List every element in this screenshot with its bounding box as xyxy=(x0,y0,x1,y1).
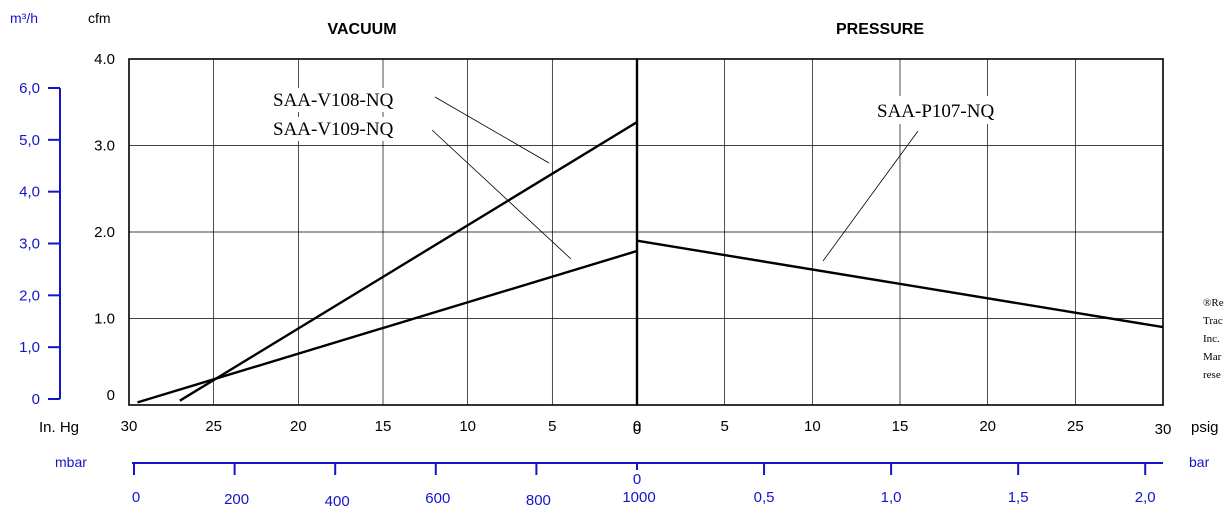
note-line-3: Inc. xyxy=(1203,333,1220,345)
tick-label-cfm: 1.0 xyxy=(94,311,115,328)
tick-label-psig: 20 xyxy=(979,418,996,435)
tick-label-psig: 0 xyxy=(633,421,641,438)
tick-label-psig: 15 xyxy=(892,418,909,435)
tick-label-bar: 0,5 xyxy=(754,489,775,506)
tick-label-m3h: 1,0 xyxy=(19,339,40,356)
tick-label-m3h: 2,0 xyxy=(19,287,40,304)
unit-mbar: mbar xyxy=(55,454,87,470)
tick-label-cfm: 3.0 xyxy=(94,138,115,155)
x-axis-mbar: 0 200 400 600 800 1000 xyxy=(132,463,656,510)
trademark-note: ®Re Trac Inc. Mar rese xyxy=(1203,297,1224,381)
tick-label-mbar: 400 xyxy=(325,493,350,510)
tick-label-m3h: 3,0 xyxy=(19,236,40,253)
tick-label-inhg: 10 xyxy=(459,418,476,435)
tick-label-psig: 30 xyxy=(1155,421,1172,438)
label-saa-p107-nq: SAA-P107-NQ xyxy=(877,101,994,122)
unit-m3h: m³/h xyxy=(10,10,38,26)
tick-label-cfm: 2.0 xyxy=(94,224,115,241)
unit-psig: psig xyxy=(1191,419,1219,436)
tick-label-m3h: 5,0 xyxy=(19,132,40,149)
series-line-saa-v108-nq xyxy=(180,122,637,401)
tick-label-cfm: 0 xyxy=(107,387,115,404)
y-axis-cfm: 4.0 3.0 2.0 1.0 0 xyxy=(94,51,115,404)
tick-label-psig: 25 xyxy=(1067,418,1084,435)
tick-label-mbar: 200 xyxy=(224,491,249,508)
note-line-1: ®Re xyxy=(1203,297,1224,309)
title-vacuum: VACUUM xyxy=(327,21,396,38)
tick-label-inhg: 30 xyxy=(121,418,138,435)
label-saa-v108-nq: SAA-V108-NQ xyxy=(273,90,394,111)
unit-cfm: cfm xyxy=(88,10,111,26)
note-line-5: rese xyxy=(1203,369,1221,381)
tick-label-inhg: 25 xyxy=(205,418,222,435)
tick-label-mbar: 0 xyxy=(132,489,140,506)
label-saa-v109-nq: SAA-V109-NQ xyxy=(273,119,394,140)
x-axis-bar: 0 0,5 1,0 1,5 2,0 xyxy=(633,463,1156,506)
tick-label-cfm: 4.0 xyxy=(94,51,115,68)
unit-inhg: In. Hg xyxy=(39,419,79,436)
series-lines xyxy=(138,122,1164,402)
tick-label-m3h: 0 xyxy=(32,391,40,408)
tick-label-m3h: 4,0 xyxy=(19,184,40,201)
x-axis-psig: 0 5 10 15 20 25 30 xyxy=(633,418,1172,438)
note-line-2: Trac xyxy=(1203,315,1223,327)
tick-label-bar: 1,5 xyxy=(1008,489,1029,506)
y-axis-m3h: 6,0 5,0 4,0 3,0 2,0 1,0 0 xyxy=(19,80,60,408)
note-line-4: Mar xyxy=(1203,351,1222,363)
tick-label-inhg: 15 xyxy=(375,418,392,435)
callout-v109-leader xyxy=(432,130,571,259)
tick-label-psig: 10 xyxy=(804,418,821,435)
callout-v108-leader xyxy=(435,97,549,163)
tick-label-m3h: 6,0 xyxy=(19,80,40,97)
callout-p107-leader xyxy=(823,131,918,261)
tick-label-bar: 1,0 xyxy=(881,489,902,506)
tick-label-inhg: 5 xyxy=(548,418,556,435)
title-pressure: PRESSURE xyxy=(836,21,924,38)
tick-label-bar: 0 xyxy=(633,471,641,488)
tick-label-inhg: 20 xyxy=(290,418,307,435)
tick-label-mbar: 600 xyxy=(425,490,450,507)
unit-bar: bar xyxy=(1189,454,1210,470)
tick-label-mbar: 800 xyxy=(526,492,551,509)
x-axis-inhg: 30 25 20 15 10 5 0 xyxy=(121,418,642,435)
tick-label-mbar: 1000 xyxy=(622,489,655,506)
tick-label-psig: 5 xyxy=(720,418,728,435)
tick-label-bar: 2,0 xyxy=(1135,489,1156,506)
